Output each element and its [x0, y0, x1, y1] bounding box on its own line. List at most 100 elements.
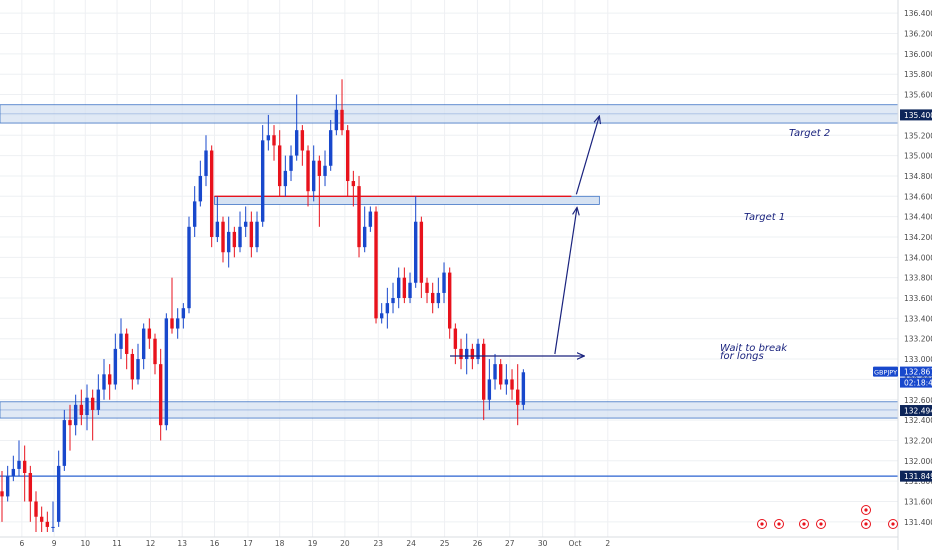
price-tick-label: 133.600 — [904, 294, 932, 303]
candle-body — [85, 397, 89, 416]
candle-body — [243, 221, 248, 227]
candle-body — [124, 333, 129, 354]
time-tick-label: 12 — [146, 539, 156, 548]
price-tick-label: 131.600 — [904, 497, 932, 506]
countdown-value: 02:18:49 — [904, 379, 932, 388]
time-tick-label: 18 — [275, 539, 285, 548]
candle-body — [419, 221, 424, 283]
candle-body — [498, 364, 503, 385]
price-axis[interactable]: 131.400131.600131.800132.000132.200132.4… — [897, 0, 932, 550]
candle-body — [249, 221, 254, 248]
arrow-to-target-2[interactable] — [575, 116, 599, 195]
price-tick-label: 135.800 — [904, 70, 932, 79]
candle-body — [402, 277, 407, 299]
time-tick-label: 24 — [406, 539, 416, 548]
candle-body — [442, 272, 446, 293]
candle-body — [51, 526, 55, 528]
price-tick-label: 133.000 — [904, 355, 932, 364]
candle-body — [334, 109, 339, 131]
price-tick-label: 133.800 — [904, 274, 932, 283]
candle-body — [226, 231, 231, 253]
economic-event-dot — [864, 522, 868, 526]
arrow-to-target-1[interactable] — [554, 207, 577, 355]
economic-event-dot — [864, 508, 868, 512]
candle-body — [357, 186, 361, 248]
time-tick-label: 16 — [210, 539, 220, 548]
candle-body — [283, 170, 288, 187]
candle-body — [425, 282, 429, 293]
candle-body — [56, 465, 61, 522]
price-tick-label: 132.400 — [904, 416, 932, 425]
price-tick-label: 134.400 — [904, 213, 932, 222]
current-price-value: 132.867 — [904, 368, 932, 377]
wait-label-line2[interactable]: for longs — [720, 351, 764, 362]
price-tick-label: 135.200 — [904, 131, 932, 140]
price-tick-label: 134.200 — [904, 233, 932, 242]
candle-body — [175, 318, 180, 329]
candle-body — [266, 135, 271, 141]
time-tick-label: 2 — [605, 539, 610, 548]
top-zone-tag — [900, 109, 932, 121]
candle-body — [368, 211, 373, 227]
candle-body — [39, 516, 44, 522]
candle-body — [470, 348, 475, 360]
candle-body — [238, 226, 242, 248]
time-axis[interactable]: 6 9 10 11 12 13 16 17 18 19 20 23 24 25 26 27 30 Oct 2 — [0, 536, 898, 548]
candle-body — [391, 298, 395, 304]
economic-event-dot — [819, 522, 823, 526]
zone-tag-value: 132.494 — [904, 407, 932, 416]
candle-body — [34, 501, 38, 517]
price-tick-label: 136.000 — [904, 50, 932, 59]
candle-body — [130, 353, 135, 380]
event-markers — [757, 505, 898, 529]
candle-body — [521, 372, 526, 405]
candle-body — [22, 460, 27, 473]
candle-body — [447, 272, 452, 329]
candle-body — [119, 333, 123, 349]
candle-body — [11, 468, 16, 477]
candle-body — [340, 109, 344, 131]
candle-body — [141, 328, 146, 360]
candle-body — [289, 155, 293, 171]
candle-body — [351, 181, 356, 187]
price-tick-label: 131.400 — [904, 518, 932, 527]
candle-body — [221, 221, 225, 253]
time-tick-label: 17 — [243, 539, 253, 548]
price-tick-label: 134.000 — [904, 253, 932, 262]
target-2-label[interactable]: Target 2 — [789, 128, 830, 139]
symbol-badge-text: GBPJPY — [874, 369, 897, 377]
candle-body — [306, 150, 310, 192]
candle-body — [413, 221, 418, 283]
candle-body — [198, 175, 203, 202]
price-tick-label: 134.600 — [904, 192, 932, 201]
target-1-zone — [214, 195, 600, 205]
candle-body — [73, 404, 78, 426]
candle-body — [396, 277, 401, 299]
price-tick-label: 136.200 — [904, 30, 932, 39]
line-tag — [900, 470, 932, 482]
price-tags: GBPJPY 132.867 02:18:49 132.494 131.849 135.4… — [873, 109, 932, 482]
candle-body — [328, 130, 333, 166]
candle-body — [170, 318, 174, 329]
wait-label-line1[interactable]: Wait to break — [720, 343, 788, 354]
candle-body — [45, 521, 50, 527]
line-tag-value: 131.849 — [904, 472, 932, 481]
price-tick-label: 133.200 — [904, 335, 932, 344]
candle-body — [204, 150, 208, 176]
candle-body — [493, 364, 497, 380]
candle-body — [181, 308, 186, 319]
candle-body — [255, 221, 259, 248]
price-tick-label: 132.600 — [904, 396, 932, 405]
candle-body — [311, 160, 316, 192]
candle-body — [294, 130, 299, 156]
candle-body — [0, 491, 4, 497]
target-1-label[interactable]: Target 1 — [744, 212, 785, 223]
candle-body — [504, 379, 509, 385]
top-zone-tag-value: 135.400 — [904, 111, 932, 120]
candle-body — [147, 328, 152, 339]
time-tick-label: 30 — [538, 539, 548, 548]
symbol-badge — [873, 366, 898, 377]
economic-event-dot — [891, 522, 895, 526]
